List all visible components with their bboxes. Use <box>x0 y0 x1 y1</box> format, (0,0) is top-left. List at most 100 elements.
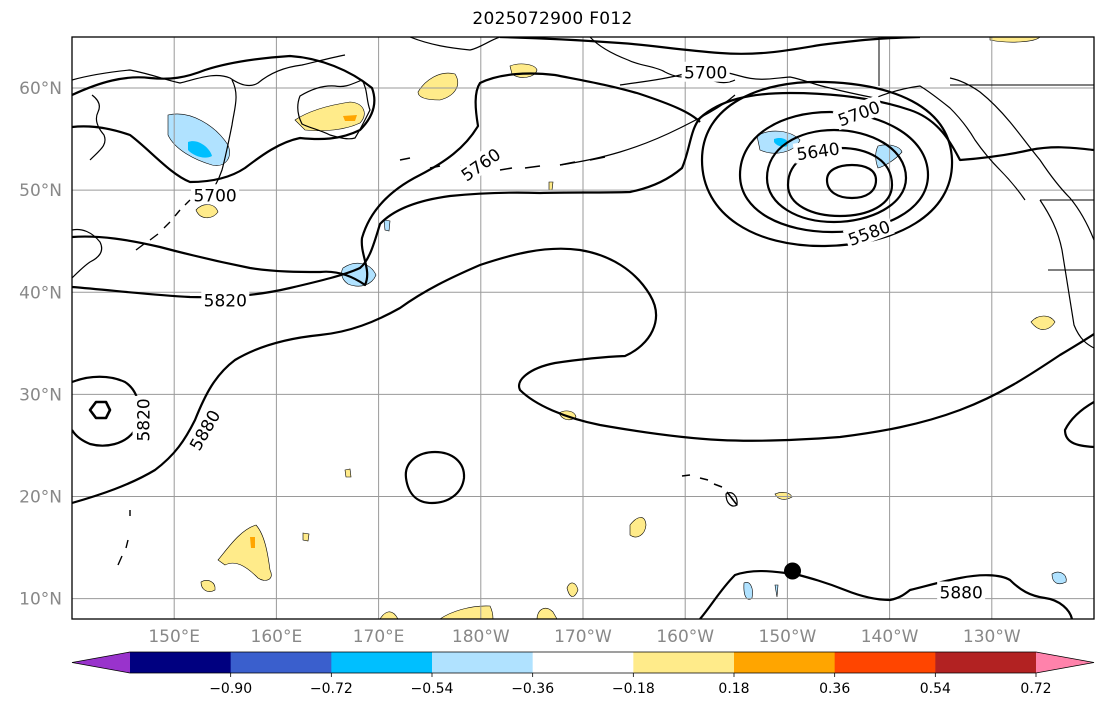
map-title: 2025072900 F012 <box>472 9 633 29</box>
contour-label: 5700 <box>681 61 730 84</box>
positive-anomaly-area <box>200 580 216 592</box>
contour-5880-south <box>699 569 1074 619</box>
longitude-axis: 150°E 160°E 170°E 180°W 170°W 160°W 150°W 140°W… <box>148 627 1021 647</box>
positive-anomaly-area <box>629 517 647 538</box>
contour-label: 5880 <box>937 581 986 603</box>
colorbar-segment <box>834 652 936 673</box>
lat-tick-label: 60°N <box>19 79 62 99</box>
contour-label-halo <box>183 403 225 456</box>
coastline-gulf-of-alaska <box>874 85 1026 201</box>
lat-tick-label: 50°N <box>19 181 62 201</box>
colorbar-segment <box>331 652 433 673</box>
colorbar-segment <box>532 652 634 673</box>
contour-label-text: 5700 <box>684 64 727 84</box>
colorbar-outline <box>71 651 1095 674</box>
positive-anomaly-area <box>509 63 538 78</box>
contour-5880-closed-20n <box>404 450 466 505</box>
contour-5760 <box>72 72 701 287</box>
negative-anomaly-area <box>743 582 753 600</box>
coastline-hawaii <box>681 474 738 506</box>
contour-label-text: 5820 <box>135 398 155 441</box>
lon-tick-label: 160°E <box>251 627 303 647</box>
colorbar-tick-label: 0.18 <box>718 681 749 697</box>
negative-anomaly-area <box>1051 571 1067 585</box>
lon-tick-label: 130°W <box>963 627 1021 647</box>
lat-tick-label: 20°N <box>19 487 62 507</box>
coastline-alaska <box>619 70 876 99</box>
contour-high-center-28n <box>88 400 112 420</box>
colorbar-segment <box>230 652 332 673</box>
contour-label-halo <box>937 581 986 602</box>
contour-label-halo <box>842 214 895 250</box>
positive-anomaly-area <box>344 468 352 478</box>
colorbar-tick-label: −0.36 <box>511 681 554 697</box>
positive-anomaly-area <box>302 532 310 542</box>
positive-anomaly-area <box>195 204 219 219</box>
contour-label-halo <box>132 395 153 444</box>
coastlines <box>72 37 1094 566</box>
positive-anomaly-area <box>417 72 459 101</box>
contour-5700-arctic <box>499 37 921 55</box>
positive-anomaly-area <box>217 524 272 581</box>
contour-label: 5700 <box>191 184 240 206</box>
colorbar-segment <box>633 652 735 673</box>
low-contour-ring-3 <box>765 128 908 224</box>
positive-anomaly-core <box>250 537 255 548</box>
colorbar-tick-label: −0.54 <box>411 681 454 697</box>
colorbar-tick-label: −0.72 <box>310 681 353 697</box>
coastline-hawaii-big-island <box>725 492 738 507</box>
contour-label-halo <box>454 141 506 186</box>
contour-5700-north <box>72 54 376 184</box>
colorbar-tick-label: −0.18 <box>612 681 655 697</box>
negative-anomaly-core <box>188 141 212 158</box>
low-contour-ring-5 <box>825 163 878 200</box>
coastline-bc <box>949 77 1094 241</box>
low-contour-ring-2 <box>738 110 930 234</box>
colorbar-tick-label: 0.54 <box>920 681 951 697</box>
negative-anomaly-area <box>167 113 230 166</box>
coastline-kamchatka <box>72 54 346 87</box>
colorbar-segment <box>130 652 232 673</box>
positive-anomaly-area <box>548 181 554 191</box>
positive-anomaly-area <box>566 582 579 597</box>
contour-label-text: 5700 <box>193 186 236 206</box>
latitude-axis: 10°N 20°N 30°N 40°N 50°N 60°N <box>19 79 62 610</box>
height-contours <box>72 37 1094 619</box>
lon-tick-label: 170°W <box>554 627 612 647</box>
contour-label: 5820 <box>132 395 155 444</box>
coastline-hokkaido-sakhalin <box>89 94 106 161</box>
negative-anomaly-area <box>383 219 391 232</box>
positive-anomaly-core <box>343 115 357 121</box>
coastline-japan <box>72 228 103 279</box>
coastline-marianas <box>117 510 131 566</box>
colorbar-tick-label: −0.90 <box>209 681 252 697</box>
storm-marker <box>784 562 802 580</box>
lat-tick-label: 30°N <box>19 385 62 405</box>
coastline-kamchatka-peninsula <box>297 79 371 140</box>
lon-tick-label: 150°W <box>759 627 817 647</box>
colorbar-extend-max <box>1036 652 1094 673</box>
colorbar-extend-min <box>72 652 130 673</box>
positive-anomaly-area <box>536 608 558 619</box>
positive-anomaly-area <box>294 101 365 132</box>
contour-label-halo <box>832 95 885 131</box>
contour-label-text: 5820 <box>204 291 247 311</box>
contour-label-halo <box>191 184 240 205</box>
colorbar-segment <box>734 652 836 673</box>
colorbar-tick-label: 0.72 <box>1020 681 1051 697</box>
low-contour-ring-1 <box>700 80 954 248</box>
colorbar-segment <box>935 652 1037 673</box>
lon-tick-label: 170°E <box>353 627 405 647</box>
lon-tick-label: 140°W <box>861 627 919 647</box>
contour-label: 5820 <box>201 289 250 311</box>
contour-label-halo <box>681 61 730 82</box>
contour-label-halo <box>201 289 250 310</box>
negative-anomaly-area <box>774 584 779 598</box>
colorbar: −0.90 −0.72 −0.54 −0.36 −0.18 0.18 0.36 0.54 0.7… <box>71 651 1095 697</box>
contour-label-text: 5880 <box>940 583 983 603</box>
border-canada-us <box>1040 199 1094 271</box>
positive-anomaly-area <box>1030 315 1056 330</box>
lon-tick-label: 150°E <box>148 627 200 647</box>
